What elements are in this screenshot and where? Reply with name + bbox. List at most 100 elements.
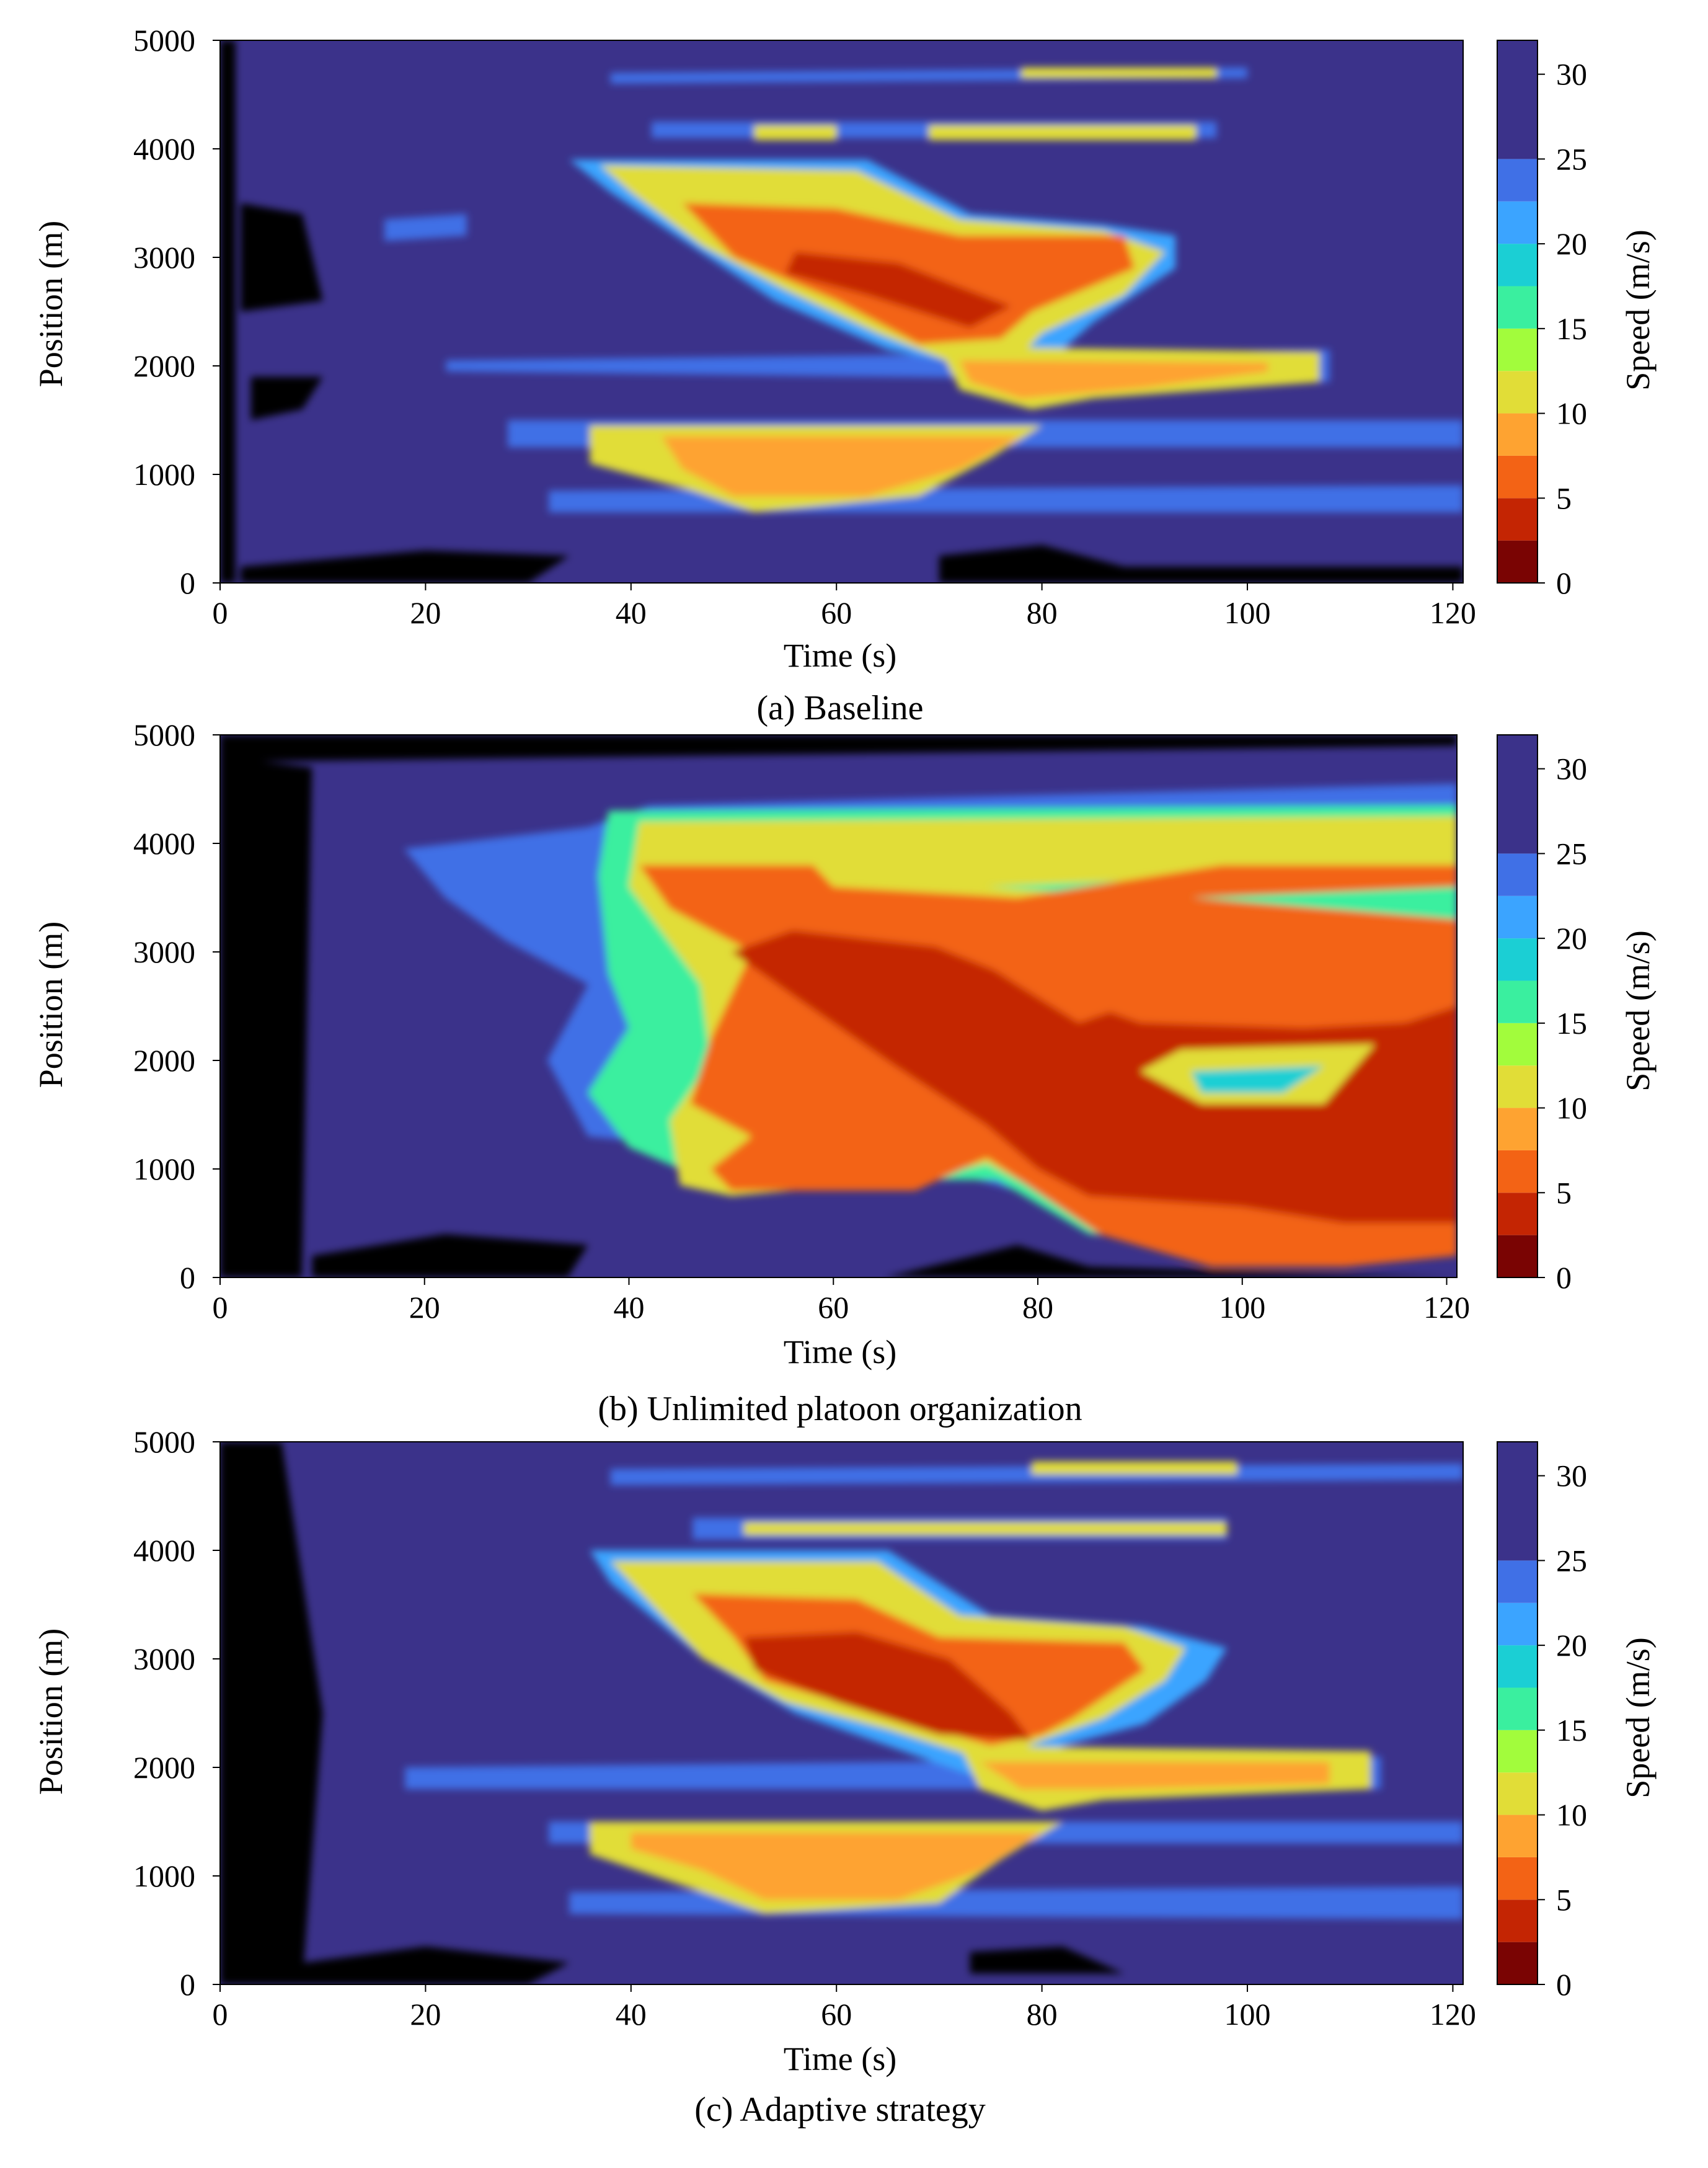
colorbar-segment (1497, 286, 1538, 329)
colorbar-segment (1497, 980, 1538, 1023)
colorbar-tick-label: 25 (1556, 141, 1587, 176)
colorbar-segment (1497, 455, 1538, 499)
y-tick-label: 3000 (133, 935, 195, 969)
speed-region (220, 1442, 323, 1984)
colorbar-segment (1497, 938, 1538, 981)
colorbar-segment (1497, 1065, 1538, 1108)
speed-region (960, 360, 1268, 399)
colorbar-segment (1497, 1108, 1538, 1150)
colorbar-tick-label: 25 (1556, 1543, 1587, 1578)
x-tick-label: 20 (409, 1290, 440, 1325)
panel-c-heatmap (219, 1441, 1464, 1985)
panel-b-ylabel: Position (m) (32, 922, 69, 1088)
colorbar-segment (1497, 244, 1538, 287)
x-tick-label: 40 (616, 1997, 647, 2032)
panel-a-ylabel: Position (m) (32, 221, 69, 388)
colorbar-frame (1497, 40, 1538, 584)
panel-b-caption: (b) Unlimited platoon organization (598, 1390, 1082, 1428)
speed-region (220, 735, 1457, 762)
colorbar-tick-label: 0 (1556, 566, 1572, 600)
speed-region (302, 1946, 570, 1984)
speed-region (966, 935, 1192, 1023)
speed-region (939, 544, 1463, 583)
speed-region (970, 1946, 1125, 1974)
y-tick-label: 0 (180, 566, 195, 600)
colorbar-segment (1497, 1442, 1538, 1561)
speed-region (1032, 1461, 1237, 1475)
x-tick-label: 100 (1224, 595, 1271, 630)
y-tick-label: 1000 (133, 1859, 195, 1893)
speed-region (384, 214, 467, 241)
speed-region (785, 252, 1011, 328)
speed-region (241, 203, 323, 312)
x-tick-label: 40 (616, 595, 647, 630)
panel-b-heatmap (219, 734, 1458, 1278)
colorbar-tick-label: 30 (1556, 752, 1587, 786)
panel-c-ylabel: Position (m) (32, 1628, 69, 1795)
panel-a-xlabel: Time (s) (784, 637, 897, 674)
colorbar-segment (1497, 853, 1538, 896)
y-tick-label: 3000 (133, 240, 195, 275)
speed-region (220, 757, 312, 1277)
colorbar-segment (1497, 1857, 1538, 1900)
x-tick-label: 80 (1027, 1997, 1058, 2032)
panel-c-x-ticks: 0 20 40 60 80 100 120 (213, 1984, 1476, 2032)
y-tick-label: 5000 (133, 717, 195, 752)
colorbar-tick-label: 5 (1556, 1175, 1572, 1210)
x-tick-label: 60 (821, 595, 852, 630)
panel-c-xlabel: Time (s) (784, 2040, 897, 2077)
colorbar-segment (1497, 201, 1538, 244)
x-tick-label: 0 (213, 595, 228, 630)
y-tick-label: 5000 (133, 23, 195, 58)
y-tick-label: 1000 (133, 457, 195, 492)
panel-b-x-ticks: 0 20 40 60 80 100 120 (213, 1277, 1470, 1325)
colorbar-segment (1497, 328, 1538, 371)
colorbar-segment (1497, 1602, 1538, 1646)
panel-c-y-ticks: 0 1000 2000 3000 4000 5000 (133, 1424, 220, 2002)
colorbar-tick-label: 5 (1556, 1882, 1572, 1917)
x-tick-label: 120 (1430, 1997, 1476, 2032)
colorbar-frame (1497, 1441, 1538, 1985)
colorbar-tick-label: 30 (1556, 57, 1587, 92)
plot-frame (219, 1441, 1464, 1985)
colorbar-segment (1497, 1235, 1538, 1277)
panel-a-caption: (a) Baseline (757, 689, 924, 727)
speed-region (1021, 67, 1217, 79)
x-tick-label: 20 (410, 1997, 441, 2032)
panel-a-x-ticks: 0 20 40 60 80 100 120 (213, 583, 1476, 630)
colorbar-tick-label: 10 (1556, 1091, 1587, 1126)
colorbar-tick-label: 30 (1556, 1459, 1587, 1493)
panel-b-xlabel: Time (s) (784, 1333, 897, 1371)
colorbar-segment (1497, 1942, 1538, 1984)
speed-region (884, 1245, 1457, 1277)
colorbar-segment (1497, 1645, 1538, 1688)
colorbar-segment (1497, 40, 1538, 159)
x-tick-label: 100 (1219, 1290, 1265, 1325)
x-tick-label: 60 (821, 1997, 852, 2032)
colorbar-frame (1497, 734, 1538, 1278)
panel-b-colorbar-label: Speed (m/s) (1619, 930, 1657, 1091)
speed-region (980, 1762, 1330, 1789)
colorbar-segment (1497, 1730, 1538, 1773)
colorbar-tick-label: 15 (1556, 1713, 1587, 1748)
y-tick-label: 0 (180, 1967, 195, 2002)
colorbar-tick-label: 5 (1556, 481, 1572, 515)
speed-region (250, 376, 323, 420)
plot-frame (219, 734, 1458, 1278)
colorbar-tick-label: 20 (1556, 1628, 1587, 1663)
x-tick-label: 0 (213, 1290, 228, 1325)
panel-a-colorbar-label: Speed (m/s) (1619, 229, 1657, 390)
speed-region (1191, 1065, 1324, 1093)
colorbar-tick-label: 0 (1556, 1260, 1572, 1295)
x-tick-label: 100 (1224, 1997, 1271, 2032)
colorbar-tick-label: 20 (1556, 921, 1587, 956)
colorbar-tick-label: 15 (1556, 1006, 1587, 1041)
colorbar-segment (1497, 1687, 1538, 1730)
colorbar-tick-label: 15 (1556, 311, 1587, 346)
speed-region (744, 1522, 1227, 1535)
y-tick-label: 4000 (133, 826, 195, 861)
colorbar-segment (1497, 1560, 1538, 1603)
speed-region (731, 930, 1457, 1224)
x-tick-label: 120 (1430, 595, 1476, 630)
